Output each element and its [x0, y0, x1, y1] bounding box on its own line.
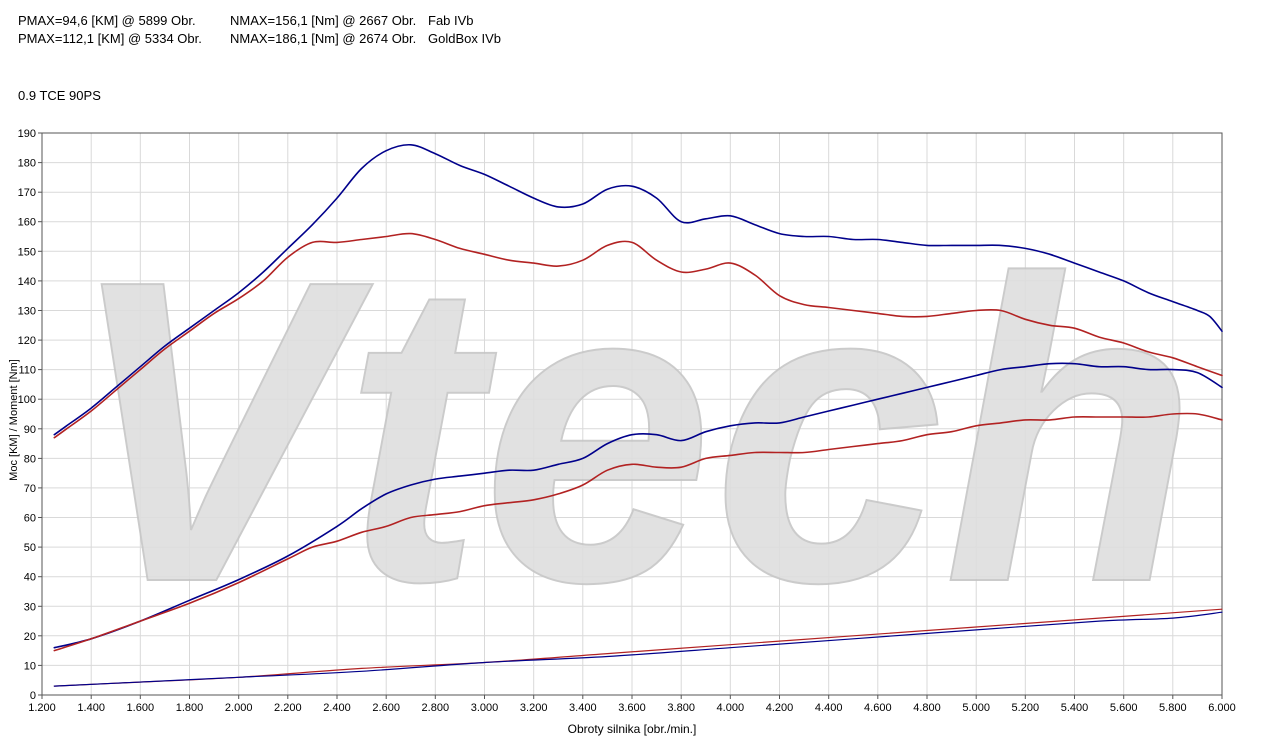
y-tick-label: 80: [24, 453, 36, 465]
x-tick-label: 3.200: [520, 702, 548, 714]
x-tick-label: 3.600: [618, 702, 646, 714]
x-tick-label: 4.000: [717, 702, 745, 714]
series-line-goldbox-ivb-moc-km-: [53, 362, 1223, 649]
y-tick-label: 50: [24, 542, 36, 554]
x-tick-label: 3.400: [569, 702, 597, 714]
x-tick-label: 1.800: [176, 702, 204, 714]
x-tick-label: 5.800: [1159, 702, 1187, 714]
x-tick-label: 4.600: [864, 702, 892, 714]
goldbox-pmax: PMAX=112,1 [KM] @ 5334 Obr.: [18, 31, 202, 46]
x-tick-label: 4.400: [815, 702, 843, 714]
x-tick-label: 2.000: [225, 702, 253, 714]
y-tick-label: 140: [18, 276, 36, 288]
y-tick-label: 0: [30, 690, 36, 702]
y-tick-label: 90: [24, 424, 36, 436]
chart-title: 0.9 TCE 90PS: [18, 88, 101, 103]
y-tick-label: 10: [24, 660, 36, 672]
x-tick-label: 2.800: [422, 702, 450, 714]
y-tick-label: 30: [24, 601, 36, 613]
goldbox-variant-label: GoldBox IVb: [428, 31, 501, 46]
y-tick-label: 40: [24, 572, 36, 584]
series-line-fab-ivb-moment-nm-: [53, 232, 1223, 439]
x-tick-label: 2.200: [274, 702, 302, 714]
y-tick-label: 130: [18, 306, 36, 318]
grid-lines: [42, 132, 1223, 695]
series-line-goldbox-ivb-strata: [53, 611, 1223, 687]
y-tick-label: 20: [24, 631, 36, 643]
result-line-goldbox: PMAX=112,1 [KM] @ 5334 Obr. NMAX=186,1 […: [18, 30, 501, 48]
y-tick-label: 70: [24, 483, 36, 495]
series-line-goldbox-ivb-moment-nm-: [53, 143, 1223, 436]
fab-nmax: NMAX=156,1 [Nm] @ 2667 Obr.: [230, 13, 417, 28]
y-tick-label: 100: [18, 394, 36, 406]
x-tick-label: 2.600: [372, 702, 400, 714]
y-tick-label: 180: [18, 158, 36, 170]
result-line-fab: PMAX=94,6 [KM] @ 5899 Obr. NMAX=156,1 [N…: [18, 12, 501, 30]
series-line-fab-ivb-moc-km-: [53, 412, 1223, 652]
fab-pmax: PMAX=94,6 [KM] @ 5899 Obr.: [18, 13, 196, 28]
x-tick-label: 4.200: [766, 702, 794, 714]
x-tick-label: 5.000: [962, 702, 990, 714]
x-tick-label: 5.400: [1061, 702, 1089, 714]
y-tick-label: 190: [18, 128, 36, 140]
watermark-text: Vtech: [67, 192, 1197, 672]
x-tick-label: 1.400: [77, 702, 105, 714]
fab-variant-label: Fab IVb: [428, 13, 474, 28]
goldbox-nmax: NMAX=186,1 [Nm] @ 2674 Obr.: [230, 31, 417, 46]
x-tick-label: 6.000: [1208, 702, 1236, 714]
x-tick-label: 5.200: [1012, 702, 1040, 714]
x-tick-label: 3.000: [471, 702, 499, 714]
tick-marks: [38, 132, 1223, 699]
y-axis-label: Moc [KM] / Moment [Nm]: [8, 359, 20, 481]
x-tick-label: 5.600: [1110, 702, 1138, 714]
results-header: PMAX=94,6 [KM] @ 5899 Obr. NMAX=156,1 [N…: [18, 12, 501, 48]
y-tick-label: 170: [18, 187, 36, 199]
y-tick-label: 150: [18, 246, 36, 258]
y-tick-label: 60: [24, 513, 36, 525]
x-tick-label: 1.200: [28, 702, 56, 714]
y-tick-label: 160: [18, 217, 36, 229]
y-tick-label: 120: [18, 335, 36, 347]
tick-labels: 1.200 1.400 1.600 1.800 2.000 2.200 2.400 2.600…: [18, 128, 1236, 714]
x-tick-label: 3.800: [667, 702, 695, 714]
x-tick-label: 2.400: [323, 702, 351, 714]
x-tick-label: 4.800: [913, 702, 941, 714]
y-tick-label: 110: [18, 365, 36, 377]
x-tick-label: 1.600: [127, 702, 155, 714]
x-axis-label: Obroty silnika [obr./min.]: [567, 722, 697, 736]
